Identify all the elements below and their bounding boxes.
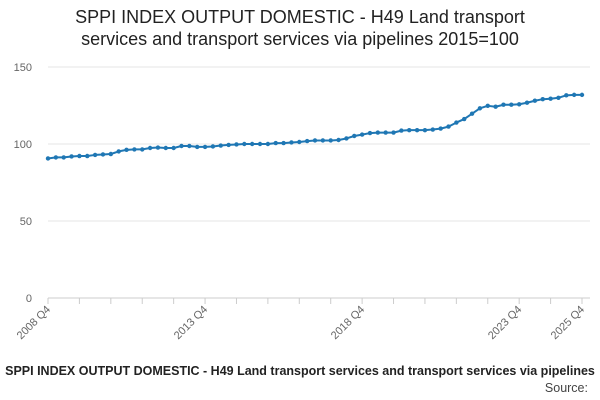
data-point	[359, 132, 365, 137]
data-point	[352, 133, 357, 139]
chart-title-line-2: services and transport services via pipe…	[81, 29, 519, 49]
x-axis-title: SPPI INDEX OUTPUT DOMESTIC - H49 Land tr…	[5, 364, 595, 378]
data-point	[344, 136, 349, 141]
data-point	[430, 127, 435, 132]
data-point	[297, 139, 302, 145]
data-point	[532, 98, 538, 103]
y-tick-label-150: 150	[14, 62, 32, 74]
data-point	[249, 141, 255, 147]
data-point	[171, 145, 176, 151]
data-point	[501, 102, 506, 107]
y-tick-label-50: 50	[20, 216, 32, 228]
x-tick-label: 2008 Q4	[15, 304, 53, 342]
data-point	[116, 149, 121, 154]
data-point	[414, 127, 420, 133]
data-point	[124, 147, 129, 153]
data-point	[179, 143, 184, 149]
data-point	[548, 96, 553, 101]
data-point	[281, 140, 286, 146]
data-point	[524, 100, 530, 105]
data-point	[155, 145, 161, 150]
y-tick-label-0: 0	[26, 293, 32, 305]
data-point	[509, 102, 514, 107]
data-point	[391, 130, 396, 135]
data-point	[187, 143, 192, 149]
data-point	[61, 155, 66, 160]
data-point	[304, 138, 310, 144]
data-point	[438, 126, 443, 131]
data-point	[485, 103, 490, 109]
data-point	[516, 102, 522, 107]
data-point	[312, 138, 318, 143]
data-point	[210, 144, 216, 149]
data-point	[469, 111, 475, 116]
data-point	[140, 147, 145, 152]
data-point	[422, 127, 428, 133]
data-point	[226, 142, 231, 148]
data-point	[69, 154, 74, 159]
data-point	[195, 144, 200, 150]
data-point	[202, 144, 208, 150]
data-point	[407, 127, 412, 133]
data-point	[273, 140, 278, 146]
data-point	[493, 104, 498, 109]
source-label: Source:	[544, 381, 588, 395]
x-tick-label: 2013 Q4	[172, 304, 210, 342]
data-point	[289, 140, 294, 145]
data-point	[320, 138, 326, 143]
data-point	[108, 151, 114, 157]
data-point	[257, 141, 263, 147]
data-point	[100, 152, 106, 157]
data-point	[45, 156, 51, 161]
x-tick-label: 2023 Q4	[486, 304, 524, 342]
data-point	[454, 120, 459, 125]
chart-title: SPPI INDEX OUTPUT DOMESTIC - H49 Land tr…	[0, 6, 600, 50]
x-tick-label: 2025 Q4	[549, 304, 587, 342]
data-point	[242, 141, 247, 147]
data-point	[53, 155, 59, 160]
data-point	[375, 130, 381, 135]
data-point	[77, 153, 82, 159]
data-point	[92, 152, 98, 158]
data-point	[218, 143, 223, 148]
data-point	[234, 142, 239, 147]
data-point	[328, 138, 333, 143]
data-point	[336, 137, 341, 143]
data-point	[265, 141, 271, 147]
data-point	[564, 93, 569, 98]
x-tick-label: 2018 Q4	[329, 304, 367, 342]
chart-title-line-1: SPPI INDEX OUTPUT DOMESTIC - H49 Land tr…	[75, 7, 525, 27]
data-point	[399, 128, 404, 133]
data-point	[579, 92, 585, 98]
data-point	[383, 130, 388, 135]
data-point	[477, 106, 483, 111]
data-point	[446, 124, 451, 129]
y-tick-label-100: 100	[14, 139, 32, 151]
data-point	[462, 116, 467, 122]
data-point	[571, 92, 577, 98]
data-point	[367, 130, 373, 136]
data-point	[556, 95, 561, 101]
data-point	[132, 147, 137, 152]
data-point	[85, 153, 90, 159]
data-point	[163, 145, 168, 151]
data-point	[540, 96, 545, 102]
data-point	[147, 145, 153, 151]
